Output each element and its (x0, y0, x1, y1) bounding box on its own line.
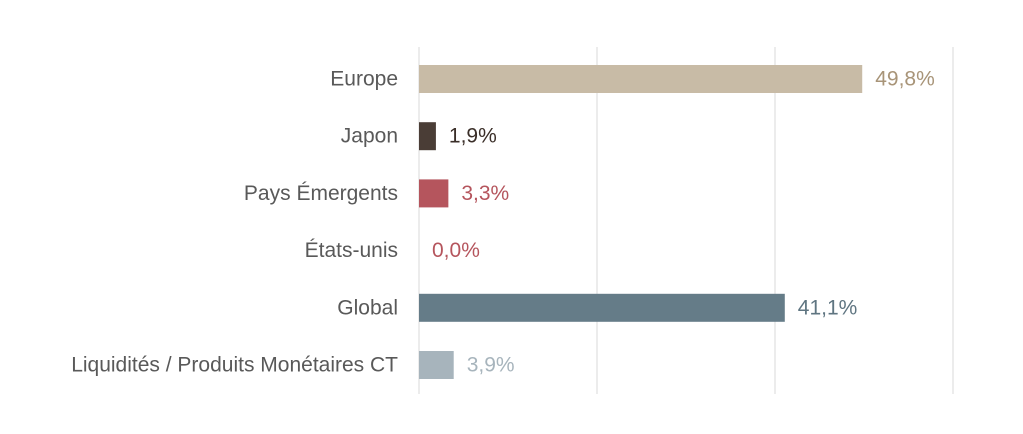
value-label: 49,8% (875, 68, 935, 91)
category-labels: Europe Japon Pays Émergents États-unis Globa… (71, 68, 398, 377)
bar (419, 122, 436, 151)
value-label: 3,3% (461, 182, 509, 205)
bar (419, 351, 454, 379)
category-label: Liquidités / Produits Monétaires CT (71, 354, 398, 377)
value-label: 0,0% (432, 239, 480, 262)
bar (419, 65, 863, 93)
category-label: Global (337, 296, 398, 319)
value-label: 1,9% (449, 125, 497, 148)
category-label: Europe (330, 68, 398, 91)
value-label: 41,1% (798, 296, 858, 319)
value-labels: 49,8% 1,9% 3,3% 0,0% 41,1% 3,9% (432, 68, 935, 377)
category-label: États-unis (305, 239, 398, 262)
value-label: 3,9% (467, 354, 515, 377)
category-label: Japon (341, 125, 398, 148)
bar (419, 179, 449, 208)
bar (419, 293, 785, 322)
gridlines (418, 47, 954, 394)
category-label: Pays Émergents (244, 182, 398, 205)
bars (419, 65, 863, 379)
